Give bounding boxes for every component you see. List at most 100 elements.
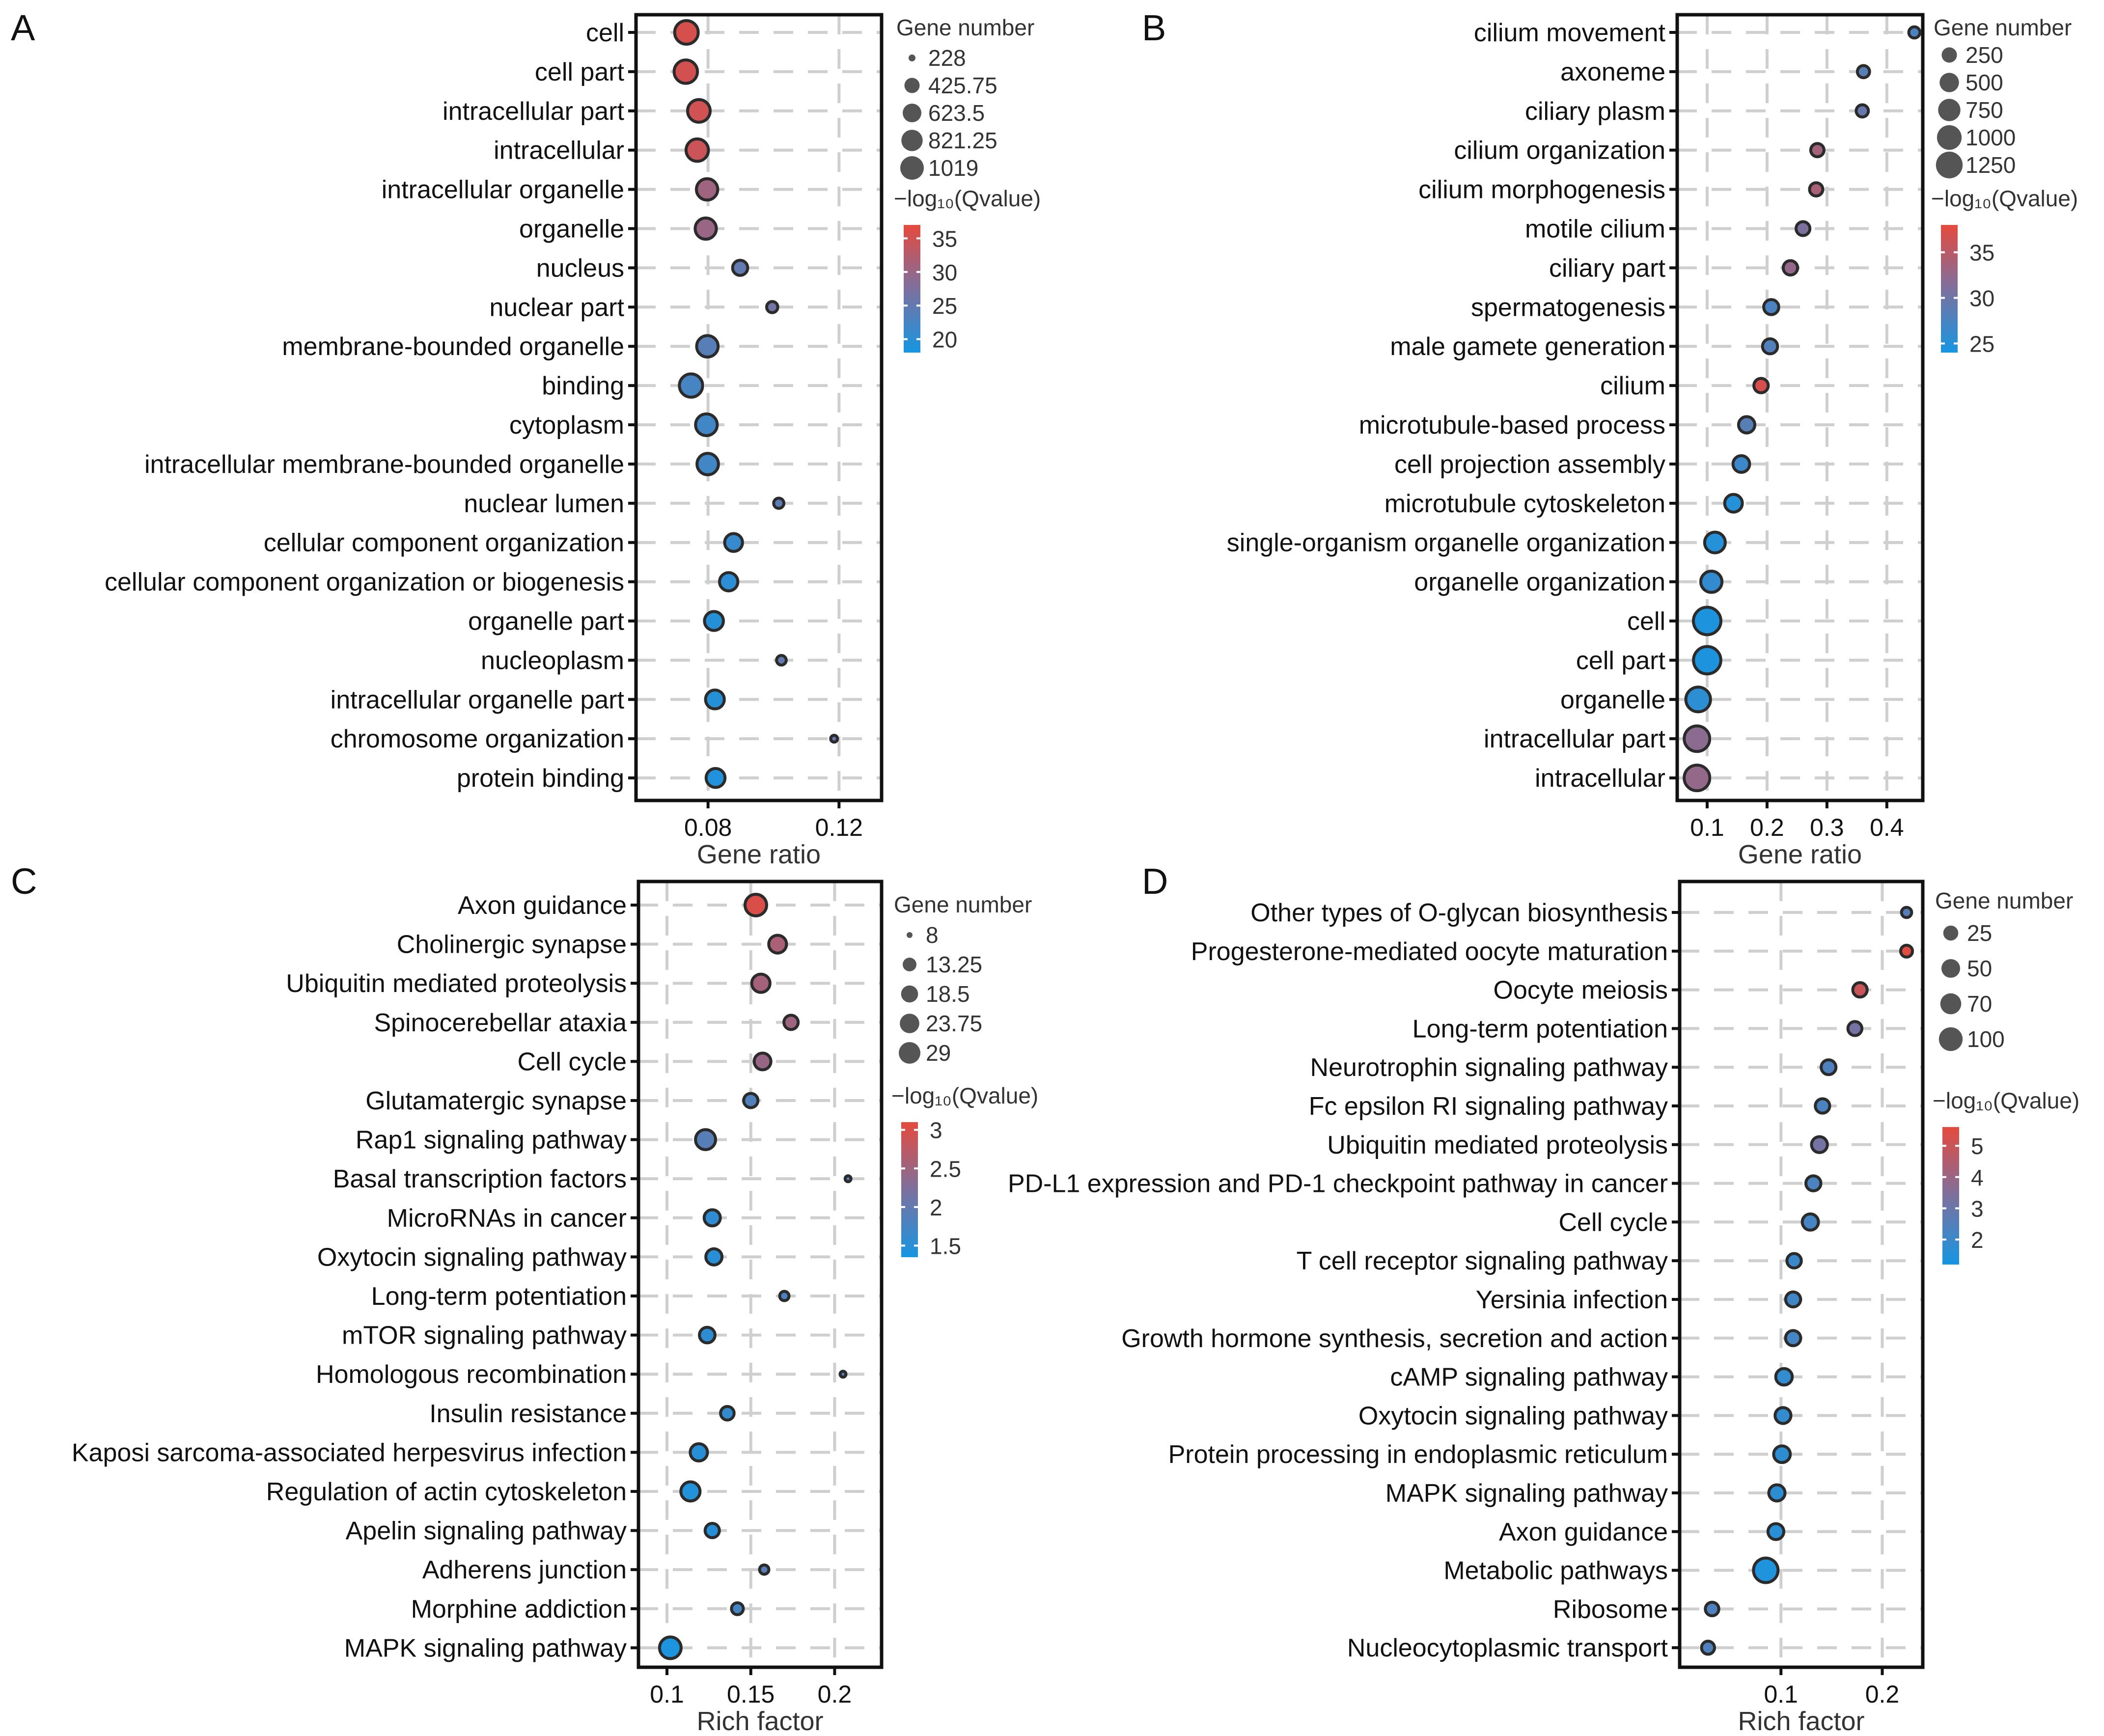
data-point [1814,1097,1831,1115]
term-label: Oxytocin signaling pathway [1358,1402,1668,1430]
size-legend-label: 228 [928,45,966,71]
data-point [1704,1600,1720,1618]
panel-letter: B [1142,7,1166,48]
term-label: intracellular organelle part [331,686,625,714]
term-label: single-organism organelle organization [1227,529,1665,557]
size-legend-dot [1939,73,1959,92]
data-point [1692,645,1722,676]
data-point [704,1247,724,1267]
x-tick-label: 0.12 [815,814,863,841]
x-axis-label: Gene ratio [1738,840,1862,869]
data-point [1785,1252,1803,1269]
data-point [1907,25,1922,40]
term-label: MAPK signaling pathway [344,1634,627,1662]
data-point [1700,1639,1716,1656]
data-point [1761,337,1779,356]
data-point [702,1208,722,1228]
data-point [658,1635,683,1660]
color-legend-label: 2 [930,1195,942,1220]
term-label: cellular component organization [264,529,624,557]
data-point [694,177,720,202]
size-legend-title: Gene number [1934,15,2072,40]
data-point [778,1290,791,1302]
term-label: cellular component organization or bioge… [105,568,624,597]
term-label: Oxytocin signaling pathway [317,1243,627,1271]
term-label: intracellular [494,137,624,165]
size-legend-label: 18.5 [926,981,970,1007]
data-point [743,893,768,917]
term-label: Kaposi sarcoma-associated herpesvirus in… [72,1438,627,1467]
size-legend-dot [1941,959,1961,978]
size-legend-label: 70 [1967,991,1992,1017]
data-point [1723,493,1744,514]
term-label: Other types of O-glycan biosynthesis [1250,899,1668,927]
term-label: Axon guidance [458,891,627,920]
data-point [684,137,710,163]
term-label: Progesterone-mediated oocyte maturation [1191,937,1668,966]
term-label: Ribosome [1553,1595,1668,1624]
color-legend-label: 30 [1969,286,1994,311]
term-label: protein binding [457,764,624,793]
term-label: Long-term potentiation [1412,1015,1668,1043]
data-point [758,1563,771,1576]
term-label: Rap1 signaling pathway [356,1126,627,1155]
color-legend-label: 20 [932,327,957,353]
data-point [767,934,788,955]
data-point [686,98,712,124]
color-legend-label: 4 [1971,1165,1984,1190]
data-point [1794,220,1812,237]
panel-d: D Other types of O-glycan biosynthesis Pro… [1008,861,2079,1736]
color-bar [1941,225,1958,353]
color-legend-label: 2 [1971,1227,1984,1253]
data-point [1899,943,1914,959]
data-point [782,1014,800,1031]
term-label: Nucleocytoplasmic transport [1347,1634,1668,1662]
size-legend-label: 1019 [928,155,978,181]
size-legend-label: 23.75 [926,1011,982,1036]
term-label: MicroRNAs in cancer [387,1204,627,1233]
term-label: intracellular part [1484,725,1665,753]
term-label: organelle [1560,686,1665,714]
term-label: cAMP signaling pathway [1390,1363,1668,1392]
term-label: nuclear part [489,293,624,322]
size-legend-label: 750 [1966,97,2003,123]
term-label: Cholinergic synapse [397,931,627,959]
term-label: cytoplasm [509,411,624,440]
size-legend-dot [1938,1027,1963,1051]
data-point [1855,64,1871,80]
color-legend-label: 3 [1971,1196,1984,1221]
term-label: motile cilium [1525,215,1665,244]
data-point [1752,1556,1780,1584]
data-point [693,216,718,241]
term-label: Basal transcription factors [333,1165,627,1193]
size-legend-dot [900,156,924,180]
data-point [1781,259,1799,277]
size-legend-label: 250 [1966,42,2003,68]
size-legend-label: 50 [1967,956,1992,981]
term-label: Fc epsilon RI signaling pathway [1309,1092,1668,1121]
color-legend-label: 25 [932,293,957,319]
term-label: Glutamatergic synapse [365,1087,627,1115]
size-legend-label: 8 [926,922,939,948]
size-legend-dot [900,1014,919,1033]
plot-frame [634,13,884,802]
data-point [718,571,740,593]
term-label: Insulin resistance [429,1400,627,1428]
size-legend-title: Gene number [896,15,1034,40]
term-label: intracellular organelle [382,176,624,204]
size-legend-label: 25 [1967,920,1992,946]
term-label: microtubule cytoskeleton [1384,490,1665,518]
term-label: nucleus [536,254,624,282]
data-point [750,972,772,994]
term-label: Oocyte meiosis [1494,976,1668,1005]
data-point [775,654,788,667]
term-label: microtubule-based process [1359,411,1665,440]
color-legend-title: −log₁₀(Qvalue) [1933,1088,2079,1113]
term-label: cilium organization [1454,137,1665,165]
size-legend-dot [901,985,918,1003]
x-tick-label: 0.08 [684,814,732,841]
size-legend-label: 100 [1967,1026,2005,1052]
data-point [1737,415,1757,435]
term-label: MAPK signaling pathway [1385,1479,1668,1508]
